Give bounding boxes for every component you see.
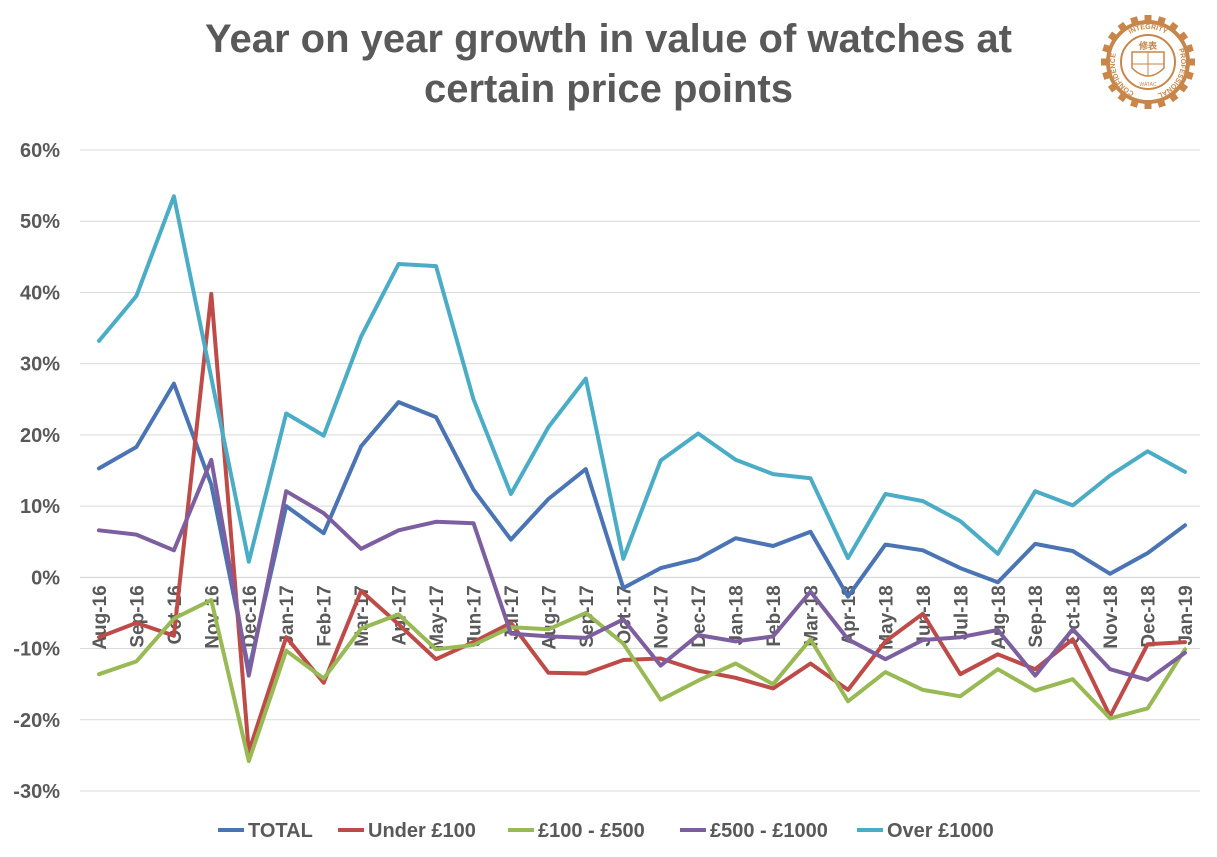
chart-title: Year on year growth in value of watches … [0, 14, 1217, 114]
x-tick-label: Feb-17 [315, 585, 336, 646]
y-tick-label: -20% [13, 710, 60, 732]
x-tick-label: Aug-17 [539, 585, 560, 649]
y-tick-label: -10% [13, 639, 60, 661]
x-tick-label: Apr-18 [839, 585, 860, 645]
series-line-1 [97, 291, 1187, 754]
legend-label: £100 - £500 [538, 820, 645, 842]
x-tick-label: Aug-16 [90, 585, 111, 649]
x-tick-label: Jan-17 [277, 585, 298, 645]
x-tick-label: Dec-18 [1139, 585, 1160, 647]
seal-text-top: INTEGRITY [1128, 24, 1169, 36]
seal-text-bottom: WATAC [1139, 82, 1157, 88]
x-tick-label: Oct-18 [1064, 585, 1085, 644]
series-line-4 [97, 194, 1187, 564]
legend: TOTAL Under £100 £100 - £500 £500 - £1000 Ov… [218, 820, 994, 842]
x-tick-label: Jan-18 [727, 585, 748, 645]
x-tick-label: May-17 [427, 585, 448, 649]
series-line-3 [97, 457, 1187, 682]
x-tick-label: Jan-19 [1176, 585, 1197, 645]
seal-shield [1131, 51, 1165, 77]
y-tick-label: -30% [13, 781, 60, 803]
x-tick-label: Jul-18 [951, 585, 972, 640]
legend-label: Over £1000 [887, 820, 994, 842]
series-lines [97, 194, 1187, 764]
gear-tooth [1144, 100, 1152, 109]
series-line-0 [97, 381, 1187, 672]
x-tick-label: Nov-17 [652, 585, 673, 648]
legend-label: Under £100 [368, 820, 476, 842]
y-tick-label: 60% [20, 140, 60, 162]
chart-title-line-1: Year on year growth in value of watches … [205, 17, 1012, 61]
legend-label: TOTAL [248, 820, 313, 842]
seal-text-center: 修表 [1138, 40, 1158, 51]
gear-tooth [1144, 15, 1152, 24]
y-axis-ticks: 60% 50% 40% 30% 20% 10% 0% -10% -20% -30% [13, 140, 60, 803]
x-tick-label: Dec-17 [689, 585, 710, 647]
chart-title-line-2: certain price points [424, 67, 793, 111]
legend-label: £500 - £1000 [710, 820, 828, 842]
y-tick-label: 10% [20, 496, 60, 518]
y-tick-label: 30% [20, 354, 60, 376]
gridlines [80, 149, 1200, 792]
x-tick-label: Nov-18 [1101, 585, 1122, 648]
y-tick-label: 20% [20, 425, 60, 447]
series-line-2 [97, 598, 1187, 764]
x-tick-label: Aug-18 [989, 585, 1010, 649]
y-tick-label: 40% [20, 282, 60, 304]
y-tick-label: 0% [31, 567, 60, 589]
x-tick-label: Oct-17 [614, 585, 635, 644]
y-tick-label: 50% [20, 211, 60, 233]
x-tick-label: Sep-18 [1026, 585, 1047, 647]
x-tick-label: May-18 [876, 585, 897, 649]
seal-inner-ring [1120, 34, 1176, 90]
x-tick-label: Jun-17 [464, 585, 485, 646]
x-tick-label: Sep-16 [127, 585, 148, 647]
